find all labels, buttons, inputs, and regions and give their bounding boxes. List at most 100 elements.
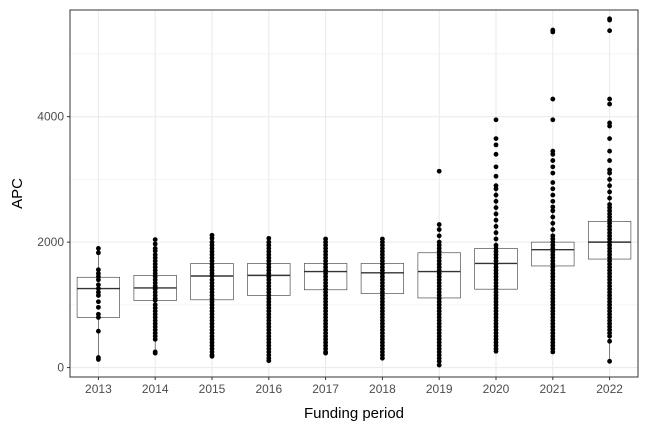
data-point bbox=[152, 298, 158, 303]
data-point bbox=[266, 358, 272, 364]
data-point bbox=[209, 273, 215, 279]
data-point bbox=[607, 189, 612, 195]
data-point bbox=[436, 362, 442, 368]
data-point bbox=[607, 28, 612, 34]
data-point bbox=[152, 336, 158, 342]
data-point bbox=[493, 211, 499, 217]
x-axis-title: Funding period bbox=[304, 405, 404, 422]
data-point bbox=[96, 304, 101, 310]
data-point bbox=[493, 230, 499, 236]
data-point bbox=[550, 164, 556, 170]
y-tick-label: 4000 bbox=[37, 110, 64, 124]
data-point bbox=[493, 198, 499, 204]
data-point bbox=[96, 250, 101, 256]
data-point bbox=[493, 217, 499, 223]
data-point bbox=[607, 136, 612, 142]
y-axis-title: APC bbox=[9, 178, 26, 209]
data-point bbox=[607, 148, 612, 154]
data-point bbox=[96, 282, 101, 288]
data-point bbox=[550, 117, 556, 123]
x-tick-label: 2015 bbox=[199, 382, 226, 396]
data-point bbox=[607, 17, 612, 23]
data-point bbox=[96, 277, 101, 283]
data-point bbox=[550, 151, 556, 157]
data-point bbox=[607, 333, 612, 339]
data-point bbox=[550, 214, 556, 220]
data-point bbox=[493, 164, 499, 170]
x-tick-label: 2013 bbox=[85, 382, 112, 396]
data-point bbox=[550, 96, 556, 102]
data-point bbox=[550, 198, 556, 204]
data-point bbox=[607, 195, 612, 201]
data-point bbox=[380, 355, 385, 361]
data-point bbox=[209, 235, 215, 241]
data-point bbox=[550, 158, 556, 163]
data-point bbox=[96, 357, 101, 362]
x-tick-label: 2018 bbox=[369, 382, 396, 396]
data-point bbox=[550, 180, 556, 185]
x-tick-label: 2014 bbox=[142, 382, 169, 396]
data-point bbox=[493, 117, 499, 123]
data-point bbox=[209, 353, 215, 359]
data-point bbox=[493, 186, 499, 192]
data-point bbox=[152, 237, 158, 243]
data-point bbox=[493, 348, 499, 354]
y-tick-label: 0 bbox=[57, 361, 64, 375]
data-point bbox=[550, 220, 556, 226]
point-layer bbox=[96, 16, 612, 368]
data-point bbox=[323, 350, 328, 356]
x-tick-label: 2022 bbox=[596, 382, 623, 396]
data-point bbox=[96, 245, 101, 251]
data-point bbox=[493, 151, 499, 157]
data-point bbox=[607, 101, 612, 107]
x-tick-label: 2020 bbox=[483, 382, 510, 396]
data-point bbox=[550, 192, 556, 198]
x-tick-label: 2021 bbox=[539, 382, 566, 396]
data-point bbox=[550, 208, 556, 214]
data-point bbox=[607, 96, 612, 102]
data-point bbox=[152, 248, 158, 254]
data-point bbox=[436, 227, 442, 232]
data-point bbox=[96, 286, 101, 291]
data-point bbox=[436, 233, 442, 239]
data-point bbox=[607, 176, 612, 182]
data-point bbox=[493, 205, 499, 211]
data-point bbox=[550, 170, 556, 176]
data-point bbox=[96, 328, 101, 334]
data-point bbox=[152, 241, 158, 247]
data-point bbox=[493, 136, 499, 142]
panel-border bbox=[69, 9, 639, 378]
panel-background bbox=[70, 10, 638, 377]
data-point bbox=[266, 235, 272, 241]
data-point bbox=[96, 267, 101, 273]
data-point bbox=[550, 204, 556, 210]
data-point bbox=[607, 170, 612, 176]
data-point bbox=[493, 236, 499, 242]
data-point bbox=[96, 293, 101, 298]
x-tick-label: 2019 bbox=[426, 382, 453, 396]
data-point bbox=[152, 350, 158, 356]
data-point bbox=[96, 299, 101, 305]
data-point bbox=[436, 222, 442, 227]
grid-layer bbox=[70, 10, 638, 377]
data-point bbox=[493, 192, 499, 198]
data-point bbox=[436, 168, 442, 174]
data-point bbox=[607, 123, 612, 129]
data-point bbox=[607, 183, 612, 189]
data-point bbox=[550, 227, 556, 232]
data-point bbox=[550, 29, 556, 35]
data-point bbox=[493, 173, 499, 179]
data-point bbox=[436, 358, 442, 364]
data-point bbox=[550, 349, 556, 355]
data-point bbox=[550, 186, 556, 192]
x-tick-label: 2017 bbox=[312, 382, 339, 396]
x-tick-label: 2016 bbox=[255, 382, 282, 396]
data-point bbox=[96, 315, 101, 320]
data-point bbox=[607, 338, 612, 344]
data-point bbox=[493, 224, 499, 229]
axis-layer: 0 2000 4000 2013 2014 2015 2016 2017 2018 2019 202… bbox=[37, 110, 623, 396]
data-point bbox=[607, 358, 612, 364]
y-tick-label: 2000 bbox=[37, 235, 64, 249]
